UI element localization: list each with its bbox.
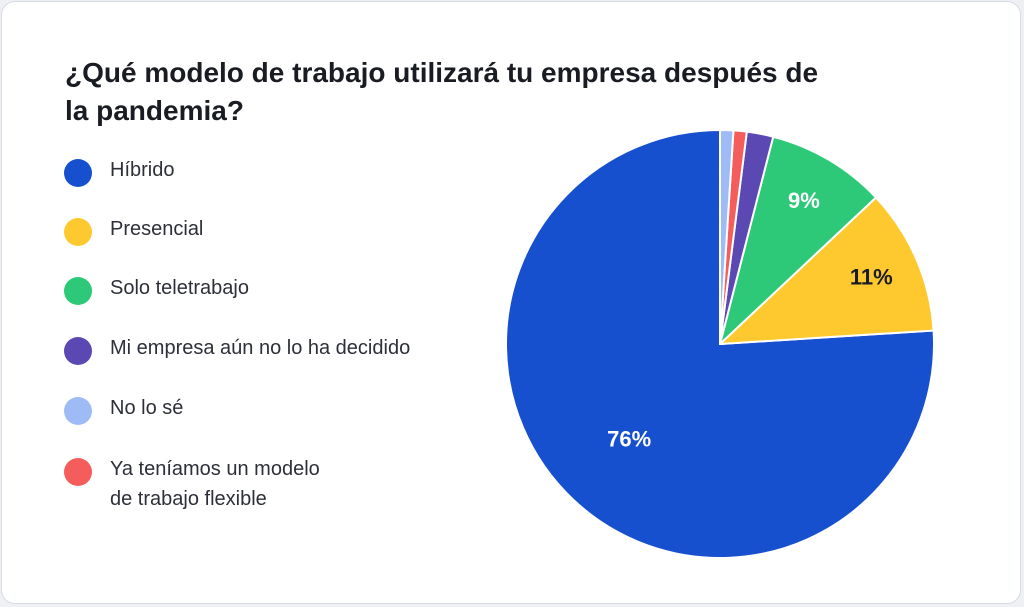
legend-item-solo-teletrabajo: Solo teletrabajo xyxy=(64,273,440,305)
legend-item-no-lo-se: No lo sé xyxy=(64,393,440,425)
pie-slice-presencial xyxy=(719,196,935,345)
legend-label-hibrido: Híbrido xyxy=(110,159,175,181)
slice-label-presencial: 11% xyxy=(850,264,893,289)
pie-slice-hibrido xyxy=(505,129,935,559)
legend-swatch-hibrido xyxy=(64,159,92,187)
legend-label-modelo-flexible: Ya teníamos un modelo de trabajo flexibl… xyxy=(110,458,320,510)
pie-slice-solo-teletrabajo xyxy=(719,135,877,345)
legend-label-presencial: Presencial xyxy=(110,218,204,240)
legend-swatch-modelo-flexible xyxy=(64,458,92,486)
legend-swatch-presencial xyxy=(64,218,92,246)
legend-item-no-decidido: Mi empresa aún no lo ha decidido xyxy=(64,333,440,365)
legend-item-modelo-flexible: Ya teníamos un modelo de trabajo flexibl… xyxy=(64,454,440,514)
legend-label-no-decidido: Mi empresa aún no lo ha decidido xyxy=(110,337,411,359)
legend-label-no-lo-se: No lo sé xyxy=(110,397,184,419)
slice-label-hibrido: 76% xyxy=(607,427,651,452)
pie-slice-no-lo-se xyxy=(719,129,735,345)
slice-label-solo-teletrabajo: 9% xyxy=(788,188,820,213)
legend-swatch-no-lo-se xyxy=(64,397,92,425)
legend-label-solo-teletrabajo: Solo teletrabajo xyxy=(110,277,249,299)
legend-swatch-no-decidido xyxy=(64,337,92,365)
legend-swatch-solo-teletrabajo xyxy=(64,277,92,305)
legend-item-presencial: Presencial xyxy=(64,214,440,246)
legend-item-hibrido: Híbrido xyxy=(64,155,440,187)
chart-title: ¿Qué modelo de trabajo utilizará tu empr… xyxy=(65,57,819,126)
